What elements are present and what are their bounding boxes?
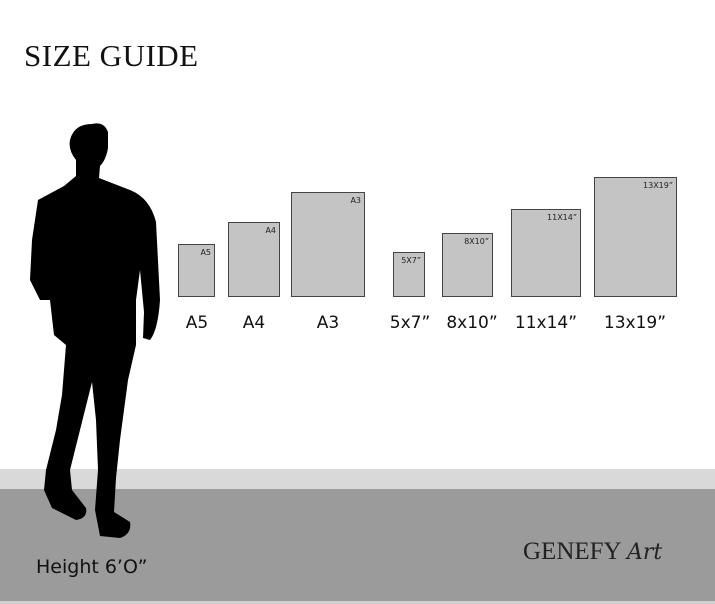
frame-a4: A4 bbox=[228, 222, 280, 297]
brand-name: GENEFY bbox=[523, 538, 621, 565]
size-label-11x14: 11x14” bbox=[514, 313, 578, 333]
frame-11x14: 11X14” bbox=[511, 209, 581, 297]
size-label-a4: A4 bbox=[242, 313, 266, 333]
size-label-a5: A5 bbox=[185, 313, 209, 333]
frame-8x10: 8X10” bbox=[442, 233, 493, 297]
brand-logo: GENEFY Art bbox=[523, 538, 662, 566]
frame-13x19: 13X19” bbox=[594, 177, 677, 297]
floor-baseboard bbox=[0, 469, 715, 489]
brand-script: Art bbox=[626, 540, 663, 565]
frame-inner-label: 8X10” bbox=[464, 237, 489, 246]
size-label-5x7: 5x7” bbox=[389, 313, 431, 333]
frame-inner-label: 13X19” bbox=[643, 181, 673, 190]
frame-a3: A3 bbox=[291, 192, 365, 297]
page-title: SIZE GUIDE bbox=[24, 38, 199, 73]
person-height-label: Height 6’O” bbox=[36, 556, 148, 578]
frame-inner-label: A3 bbox=[350, 196, 361, 205]
frame-inner-label: A5 bbox=[200, 248, 211, 257]
frame-a5: A5 bbox=[178, 244, 215, 297]
size-label-13x19: 13x19” bbox=[603, 313, 667, 333]
floor bbox=[0, 489, 715, 601]
size-label-a3: A3 bbox=[316, 313, 340, 333]
frame-5x7: 5X7” bbox=[393, 252, 425, 297]
floor-edge bbox=[0, 601, 715, 604]
size-label-8x10: 8x10” bbox=[446, 313, 498, 333]
frame-inner-label: 5X7” bbox=[401, 256, 421, 265]
frame-inner-label: A4 bbox=[265, 226, 276, 235]
frame-inner-label: 11X14” bbox=[547, 213, 577, 222]
